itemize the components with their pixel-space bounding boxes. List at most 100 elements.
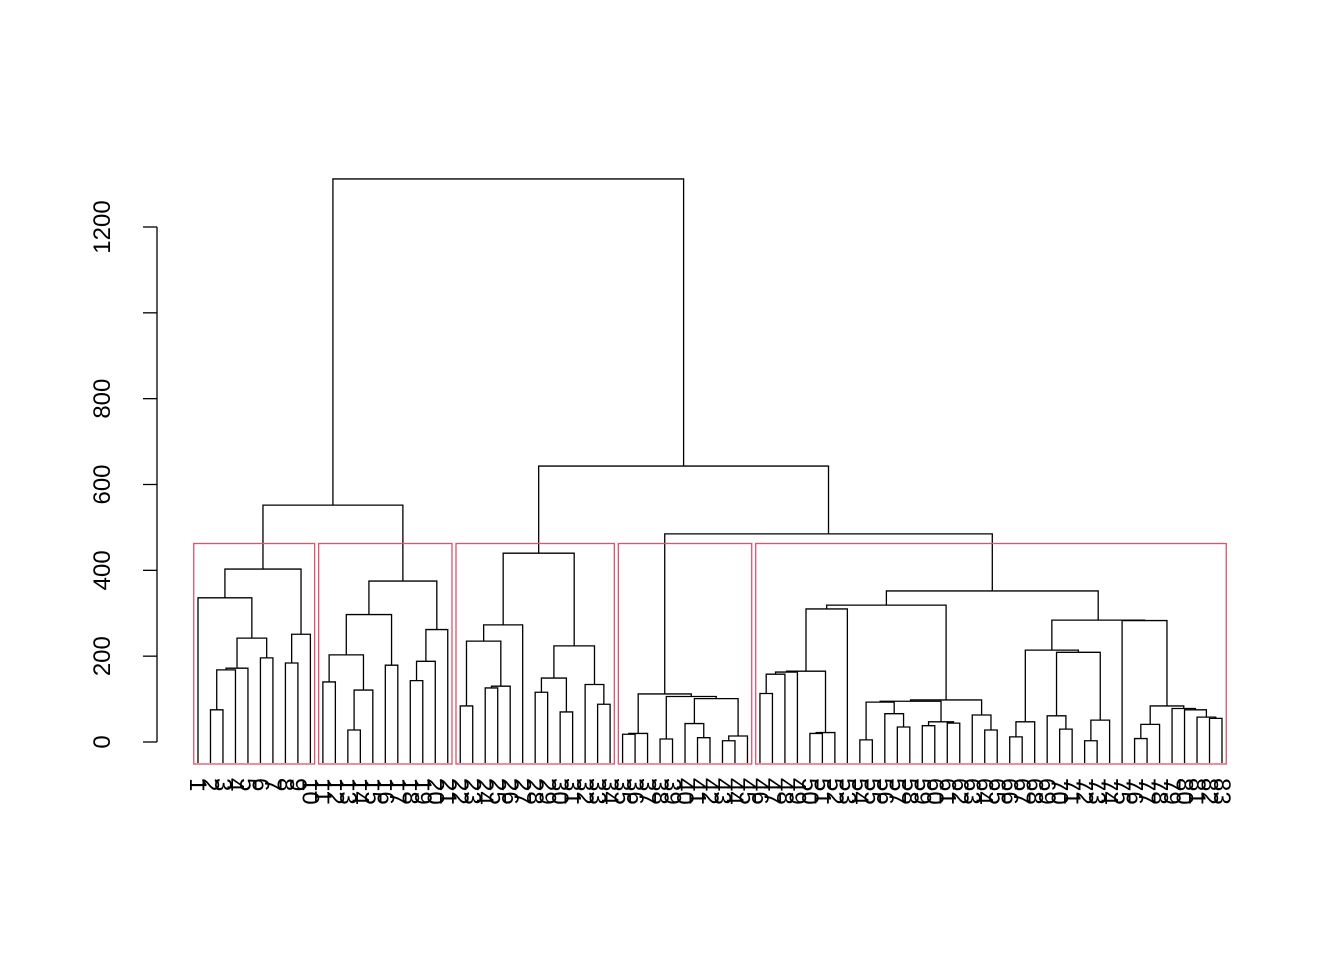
leaf-label: 47 bbox=[758, 778, 785, 805]
dendrogram-link bbox=[765, 673, 786, 763]
leaf-label: 35 bbox=[609, 778, 636, 805]
leaf-label: 33 bbox=[584, 778, 611, 805]
leaf-label: 43 bbox=[708, 778, 735, 805]
leaf-label: 46 bbox=[746, 778, 773, 805]
dendrogram-link bbox=[291, 633, 312, 763]
leaf-label: 65 bbox=[983, 778, 1010, 805]
leaf-label: 18 bbox=[396, 778, 423, 805]
leaf-label: 82 bbox=[1196, 778, 1223, 805]
leaf-label: 22 bbox=[446, 778, 473, 805]
dendrogram-link bbox=[353, 689, 374, 763]
leaf-label: 71 bbox=[1058, 778, 1085, 805]
dendrogram-link bbox=[559, 711, 574, 763]
dendrogram-link bbox=[538, 465, 830, 554]
dendrogram-link bbox=[1046, 715, 1067, 763]
cluster-box bbox=[193, 542, 316, 765]
dendrogram-link bbox=[584, 683, 605, 763]
leaf-label: 30 bbox=[546, 778, 573, 805]
cluster-box bbox=[455, 542, 615, 765]
leaf-label: 20 bbox=[421, 778, 448, 805]
dendrogram-link bbox=[490, 685, 511, 763]
y-tick-label: 1200 bbox=[89, 200, 116, 253]
dendrogram-link bbox=[1121, 619, 1168, 763]
leaf-label: 54 bbox=[846, 778, 873, 805]
dendrogram-link bbox=[826, 604, 947, 700]
dendrogram-link bbox=[1090, 719, 1111, 763]
leaf-label: 9 bbox=[284, 778, 311, 791]
leaf-label: 76 bbox=[1121, 778, 1148, 805]
dendrogram-link bbox=[484, 687, 499, 763]
dendrogram-link bbox=[665, 695, 717, 739]
leaf-label: 3 bbox=[209, 778, 236, 791]
leaf-label: 11 bbox=[309, 778, 336, 803]
y-tick-label: 400 bbox=[89, 550, 116, 590]
leaf-label: 29 bbox=[534, 778, 561, 805]
leaf-label: 28 bbox=[521, 778, 548, 805]
leaf-label: 31 bbox=[559, 778, 586, 805]
dendrogram-link bbox=[347, 729, 361, 763]
leaf-label: 56 bbox=[871, 778, 898, 805]
leaf-label: 21 bbox=[434, 778, 461, 805]
dendrogram-link bbox=[236, 637, 268, 669]
dendrogram-link bbox=[809, 732, 824, 763]
dendrogram-link bbox=[225, 667, 249, 763]
leaf-label: 44 bbox=[721, 778, 748, 805]
dendrogram-link bbox=[693, 698, 739, 736]
leaf-label: 63 bbox=[958, 778, 985, 805]
leaf-label: 49 bbox=[783, 778, 810, 805]
dendrogram-link bbox=[1083, 740, 1098, 763]
dendrogram-link bbox=[409, 679, 424, 763]
dendrogram-link bbox=[465, 640, 502, 706]
leaf-label: 34 bbox=[596, 778, 623, 805]
leaf-label: 77 bbox=[1133, 778, 1160, 805]
dendrogram-link bbox=[659, 738, 674, 763]
dendrogram-link bbox=[805, 608, 849, 763]
dendrogram-link bbox=[728, 735, 749, 763]
leaf-label: 32 bbox=[571, 778, 598, 805]
dendrogram-link bbox=[425, 628, 449, 763]
leaf-label: 45 bbox=[733, 778, 760, 805]
leaf-label: 69 bbox=[1033, 778, 1060, 805]
leaf-label: 83 bbox=[1208, 778, 1235, 805]
dendrogram-link bbox=[415, 660, 436, 763]
dendrogram-link bbox=[759, 692, 774, 763]
y-tick-label: 0 bbox=[89, 735, 116, 748]
leaf-label: 42 bbox=[696, 778, 723, 805]
dendrogram-link bbox=[971, 714, 992, 763]
dendrogram-link bbox=[884, 713, 905, 763]
dendrogram-link bbox=[596, 703, 611, 763]
dendrogram-link bbox=[1024, 649, 1080, 722]
dendrogram-link bbox=[1183, 709, 1208, 763]
dendrogram-link bbox=[483, 624, 524, 763]
leaf-label: 8 bbox=[271, 778, 298, 791]
leaf-label: 67 bbox=[1008, 778, 1035, 805]
dendrogram-link bbox=[534, 691, 549, 763]
leaf-label: 58 bbox=[896, 778, 923, 805]
leaf-label: 70 bbox=[1046, 778, 1073, 805]
dendrogram-link bbox=[216, 669, 237, 763]
dendrogram-link bbox=[1015, 721, 1036, 763]
leaf-label: 78 bbox=[1146, 778, 1173, 805]
dendrogram-link bbox=[197, 597, 253, 763]
leaf-label: 36 bbox=[621, 778, 648, 805]
leaf-label: 74 bbox=[1096, 778, 1123, 805]
leaf-label: 2 bbox=[196, 778, 223, 791]
leaf-label: 25 bbox=[484, 778, 511, 805]
leaf-label: 40 bbox=[671, 778, 698, 805]
dendrogram-link bbox=[502, 552, 575, 646]
dendrogram-link bbox=[721, 740, 736, 763]
leaf-label: 19 bbox=[409, 778, 436, 805]
leaf-label: 10 bbox=[296, 778, 323, 805]
dendrogram-link bbox=[322, 681, 337, 763]
leaf-label: 27 bbox=[509, 778, 536, 805]
leaf-label: 39 bbox=[659, 778, 686, 805]
dendrogram-link bbox=[368, 580, 438, 630]
leaf-label: 53 bbox=[833, 778, 860, 805]
leaf-label: 13 bbox=[334, 778, 361, 805]
dendrogram-link bbox=[859, 739, 873, 763]
dendrogram-link bbox=[1059, 728, 1073, 763]
leaf-label: 52 bbox=[821, 778, 848, 805]
dendrogram-link bbox=[332, 178, 685, 506]
dendrogram-link bbox=[696, 737, 711, 763]
leaf-label: 51 bbox=[808, 778, 835, 805]
